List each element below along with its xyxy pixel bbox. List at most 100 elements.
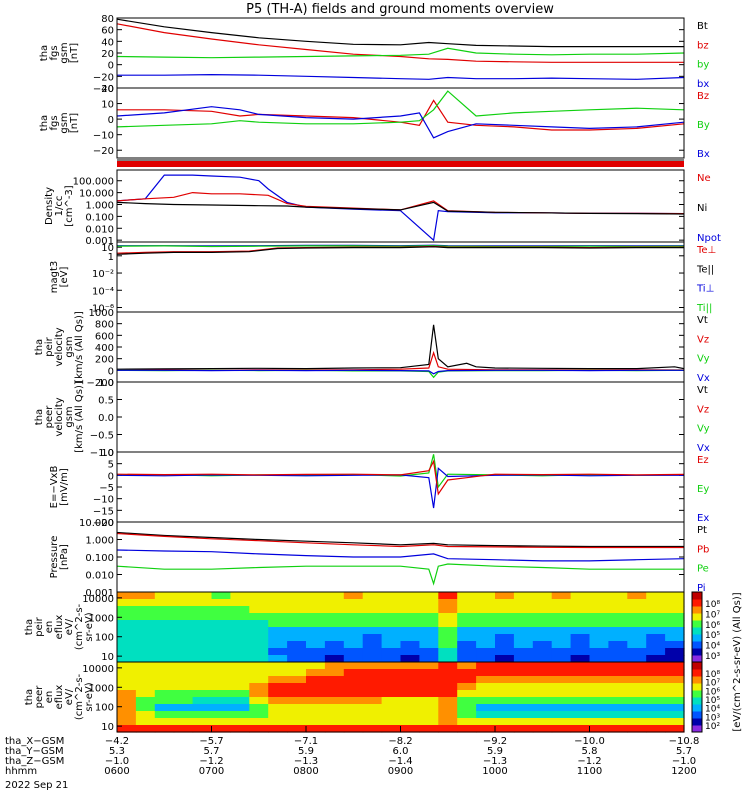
heatmap-cell: [117, 606, 137, 614]
heatmap-cell: [438, 613, 458, 621]
heatmap-cell: [532, 613, 553, 621]
heatmap-cell: [532, 669, 553, 677]
heatmap-cell: [287, 592, 307, 600]
heatmap-cell: [532, 620, 553, 628]
heatmap-cell: [135, 592, 156, 600]
y-axis-label: peir: [34, 616, 45, 636]
heatmap-cell: [287, 641, 307, 649]
heatmap-cell: [192, 620, 213, 628]
y-tick-label: 10000: [82, 664, 114, 675]
heatmap-cell: [249, 662, 269, 670]
heatmap-cell: [324, 704, 345, 712]
heatmap-cell: [268, 662, 288, 670]
heatmap-cell: [476, 634, 496, 642]
y-tick-label: −1.0: [90, 448, 114, 459]
heatmap-cell: [230, 676, 250, 684]
heatmap-cell: [381, 641, 402, 649]
heatmap-cell: [324, 599, 345, 607]
heatmap-cell: [457, 620, 477, 628]
heatmap-cell: [665, 676, 685, 684]
heatmap-cell: [419, 711, 439, 719]
heatmap-cell: [589, 718, 609, 726]
heatmap-cell: [306, 655, 326, 663]
heatmap-cell: [381, 697, 402, 705]
series-line: [117, 174, 684, 242]
heatmap-cell: [154, 627, 175, 635]
heatmap-cell: [287, 725, 307, 733]
heatmap-cell: [306, 725, 326, 733]
heatmap-cell: [362, 690, 383, 698]
x-row-value: −10.0: [574, 736, 605, 747]
heatmap-cell: [608, 669, 628, 677]
heatmap-cell: [173, 718, 194, 726]
heatmap-cell: [570, 634, 591, 642]
heatmap-cell: [551, 634, 572, 642]
y-tick-label: 5: [108, 460, 114, 471]
heatmap-cell: [324, 725, 345, 733]
heatmap-cell: [495, 613, 515, 621]
legend-entry: Bx: [697, 149, 710, 160]
legend-entry: Ti||: [696, 303, 712, 314]
heatmap-cell: [476, 718, 496, 726]
heatmap-cell: [230, 683, 250, 691]
panel-frame: [116, 451, 685, 523]
x-row-label: hhmm: [5, 766, 37, 777]
heatmap-cell: [230, 634, 250, 642]
heatmap-cell: [362, 627, 383, 635]
heatmap-cell: [627, 711, 647, 719]
heatmap-cell: [211, 655, 231, 663]
heatmap-cell: [173, 683, 194, 691]
heatmap-cell: [570, 662, 591, 670]
heatmap-cell: [589, 669, 609, 677]
heatmap-cell: [551, 697, 572, 705]
heatmap-cell: [268, 648, 288, 656]
heatmap-cell: [306, 599, 326, 607]
heatmap-cell: [589, 711, 609, 719]
heatmap-cell: [154, 711, 175, 719]
heatmap-cell: [381, 704, 402, 712]
heatmap-cell: [532, 606, 553, 614]
y-tick-label: 20: [101, 49, 114, 60]
heatmap-cell: [495, 725, 515, 733]
heatmap-cell: [400, 725, 420, 733]
heatmap-cell: [268, 613, 288, 621]
heatmap-cell: [646, 704, 666, 712]
colorbar-frame: [691, 661, 703, 733]
heatmap-cell: [627, 697, 647, 705]
y-axis-label: [km/s (All Qs)]: [74, 381, 85, 453]
heatmap-cell: [570, 641, 591, 649]
heatmap-cell: [495, 599, 515, 607]
heatmap-cell: [646, 592, 666, 600]
heatmap-cell: [154, 641, 175, 649]
heatmap-cell: [570, 711, 591, 719]
heatmap-cell: [589, 599, 609, 607]
heatmap-cell: [476, 704, 496, 712]
heatmap-cell: [627, 606, 647, 614]
y-tick-label: 1000: [89, 613, 114, 624]
heatmap-cell: [343, 697, 364, 705]
series-line: [117, 454, 684, 489]
x-row-value: 0800: [293, 766, 318, 777]
heatmap-cell: [117, 613, 137, 621]
heatmap-cell: [117, 711, 137, 719]
heatmap-cell: [154, 725, 175, 733]
heatmap-cell: [400, 606, 420, 614]
heatmap-cell: [513, 648, 534, 656]
legend-entry: bx: [697, 79, 709, 90]
heatmap-cell: [665, 690, 685, 698]
heatmap-cell: [646, 655, 666, 663]
y-tick-label: 0.010: [85, 571, 114, 582]
heatmap-cell: [173, 606, 194, 614]
heatmap-cell: [476, 683, 496, 691]
heatmap-cell: [476, 648, 496, 656]
heatmap-cell: [268, 592, 288, 600]
x-row-value: −1.2: [199, 756, 223, 767]
series-line: [117, 201, 684, 215]
heatmap-cell: [230, 655, 250, 663]
heatmap-cell: [306, 592, 326, 600]
heatmap-cell: [192, 683, 213, 691]
heatmap-cell: [230, 592, 250, 600]
heatmap-cell: [532, 627, 553, 635]
heatmap-cell: [495, 620, 515, 628]
heatmap-cell: [646, 627, 666, 635]
